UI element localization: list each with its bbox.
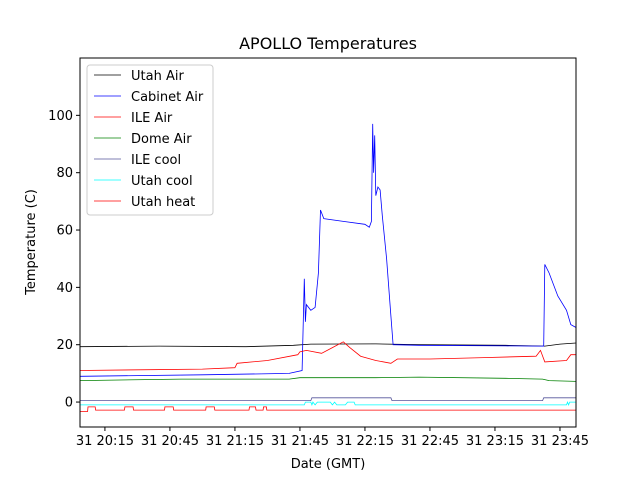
series-line-ile-air [80, 341, 576, 371]
series-line-dome-air [80, 376, 576, 382]
y-tick-label: 80 [56, 166, 73, 181]
x-tick-label: 31 20:45 [141, 434, 199, 449]
y-tick-label: 100 [48, 109, 73, 124]
legend-label: Cabinet Air [131, 90, 204, 105]
y-tick-label: 20 [56, 338, 73, 353]
legend-label: Utah Air [131, 69, 184, 84]
legend-label: ILE Air [131, 111, 173, 126]
x-tick-label: 31 20:15 [76, 434, 134, 449]
axes-frame [79, 57, 577, 428]
y-axis-label: Temperature (C) [24, 189, 39, 296]
chart-title: APOLLO Temperatures [239, 34, 417, 53]
legend-label: Utah heat [131, 195, 195, 210]
series-line-cabinet-air [80, 123, 576, 377]
x-tick-label: 31 21:15 [206, 434, 264, 449]
x-tick-label: 31 23:15 [466, 434, 524, 449]
series-line-utah-air [80, 342, 576, 348]
x-tick-label: 31 21:45 [271, 434, 329, 449]
x-tick-label: 31 22:45 [401, 434, 459, 449]
y-tick-label: 60 [56, 224, 73, 239]
legend-label: Dome Air [131, 132, 192, 147]
legend-label: Utah cool [131, 174, 193, 189]
series-line-utah-cool [80, 400, 576, 407]
legend-label: ILE cool [131, 153, 181, 168]
y-axis: 0 20 40 60 80 100 [48, 109, 80, 411]
legend: Utah Air Cabinet Air ILE Air Dome Air ILE co… [86, 64, 214, 216]
x-axis-label: Date (GMT) [291, 457, 366, 472]
x-axis: 31 20:15 31 20:45 31 21:15 31 21:45 31 22:15… [76, 427, 589, 449]
series-line-utah-heat [80, 406, 576, 412]
x-tick-label: 31 23:45 [531, 434, 589, 449]
y-tick-label: 40 [56, 281, 73, 296]
y-tick-label: 0 [65, 396, 73, 411]
x-tick-label: 31 22:15 [336, 434, 394, 449]
legend-box [86, 64, 214, 216]
series-line-ile-cool [80, 397, 576, 402]
series-layer [80, 123, 576, 412]
